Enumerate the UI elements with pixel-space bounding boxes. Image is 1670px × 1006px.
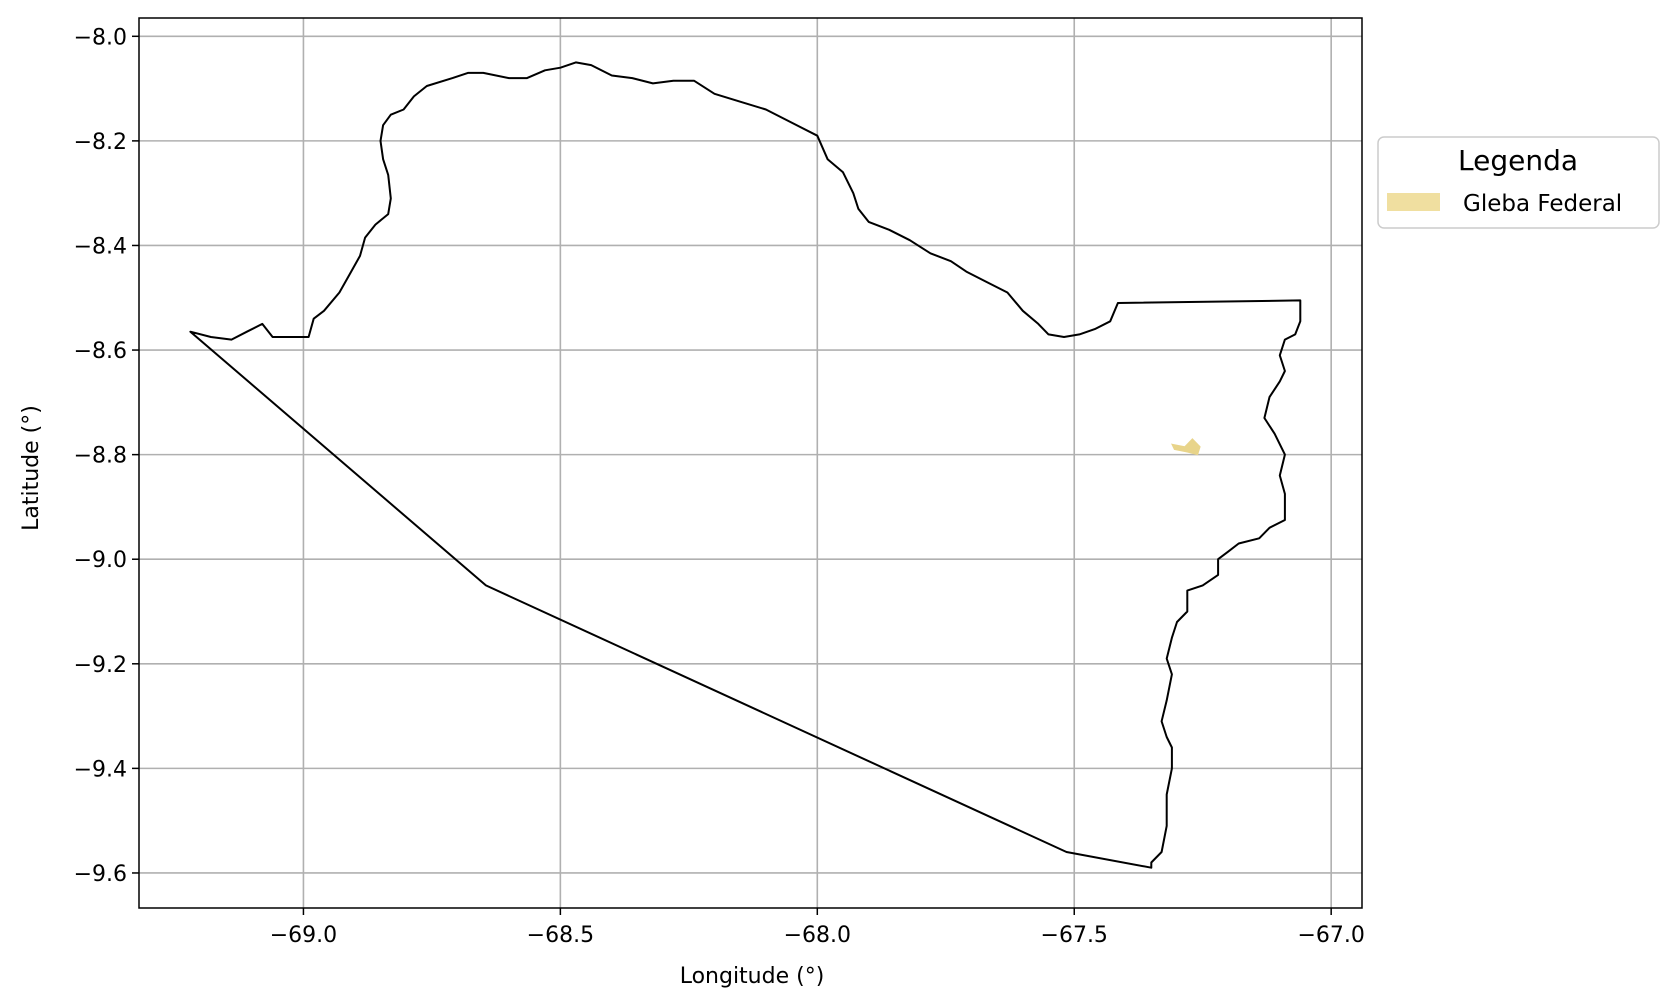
y-tick-label: −8.2 (74, 130, 127, 155)
legend-title: Legenda (1458, 144, 1578, 177)
x-tick-label: −69.0 (270, 923, 337, 948)
y-tick-label: −9.6 (74, 862, 127, 887)
x-tick-label: −68.0 (784, 923, 851, 948)
y-tick-label: −9.0 (74, 548, 127, 573)
grid-lines (139, 18, 1362, 908)
legend-label-gleba-federal: Gleba Federal (1463, 191, 1622, 217)
y-tick-label: −9.2 (74, 653, 127, 678)
study-area-boundary (189, 61, 1302, 869)
y-tick-label: −8.6 (74, 339, 127, 364)
y-axis-label: Latitude (°) (19, 405, 44, 531)
x-axis-ticks: −69.0 −68.5 −68.0 −67.5 −67.0 (270, 908, 1365, 948)
y-tick-label: −8.8 (74, 444, 127, 469)
legend: Legenda Gleba Federal (1377, 136, 1660, 229)
y-axis-ticks: −8.0 −8.2 −8.4 −8.6 −8.8 −9.0 −9.2 −9.4 −9.6 (74, 25, 139, 887)
plot-area-frame (138, 17, 1363, 909)
legend-box (1377, 136, 1660, 229)
y-tick-label: −9.4 (74, 757, 127, 782)
x-axis-label: Longitude (°) (680, 964, 825, 989)
gleba-federal-polygon (1171, 438, 1201, 456)
gleba-federal-layer (1171, 438, 1201, 456)
legend-swatch-gleba-federal (1387, 193, 1440, 211)
y-tick-label: −8.4 (74, 234, 127, 259)
boundary-layer (189, 61, 1302, 869)
y-tick-label: −8.0 (74, 25, 127, 50)
x-tick-label: −68.5 (527, 923, 594, 948)
x-tick-label: −67.0 (1297, 923, 1364, 948)
x-tick-label: −67.5 (1041, 923, 1108, 948)
